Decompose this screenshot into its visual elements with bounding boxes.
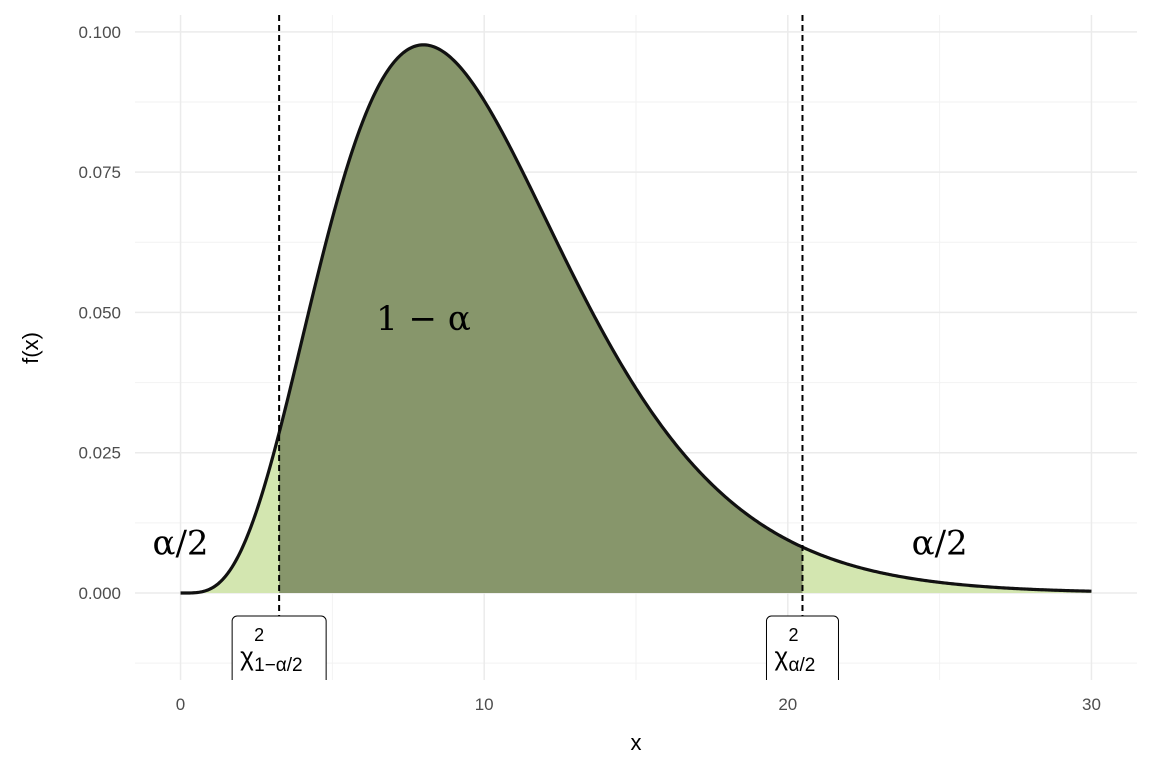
- annotation-right-tail: α/2: [912, 524, 968, 564]
- x-tick-label: 30: [1082, 695, 1101, 714]
- y-tick-label: 0.000: [78, 584, 121, 603]
- x-axis-title: x: [631, 730, 642, 755]
- y-tick-label: 0.075: [78, 163, 121, 182]
- critical-value-sup: 2: [254, 625, 264, 645]
- ticks: 0 10 20 30 0.000 0.025 0.050 0.075 0.100: [78, 23, 1100, 714]
- density-region: [279, 44, 803, 594]
- grid: [135, 15, 1137, 680]
- x-tick-label: 0: [176, 695, 185, 714]
- critical-value-label-box: [231, 615, 327, 680]
- critical-value-label: χ: [774, 641, 788, 671]
- y-tick-label: 0.100: [78, 23, 121, 42]
- y-tick-label: 0.025: [78, 444, 121, 463]
- density-region: [802, 547, 1092, 594]
- density-curve: [180, 43, 1092, 595]
- critical-value-sup: 2: [788, 625, 798, 645]
- annotation-left-tail: α/2: [153, 524, 209, 564]
- y-axis-title: f(x): [18, 332, 43, 364]
- x-tick-label: 10: [475, 695, 494, 714]
- density-region: [180, 432, 280, 594]
- critical-labels: χ21−α/2 χ2α/2: [231, 615, 839, 680]
- areas: [180, 44, 1092, 594]
- x-tick-label: 20: [778, 695, 797, 714]
- critical-value-label: χ: [240, 641, 254, 671]
- critical-value-label-box: [765, 615, 839, 680]
- critical-value-sub: α/2: [788, 655, 815, 676]
- critical-value-sub: 1−α/2: [254, 655, 302, 676]
- annotation-center: 1 − α: [376, 299, 471, 339]
- y-tick-label: 0.050: [78, 303, 121, 322]
- critical-lines: [278, 15, 804, 680]
